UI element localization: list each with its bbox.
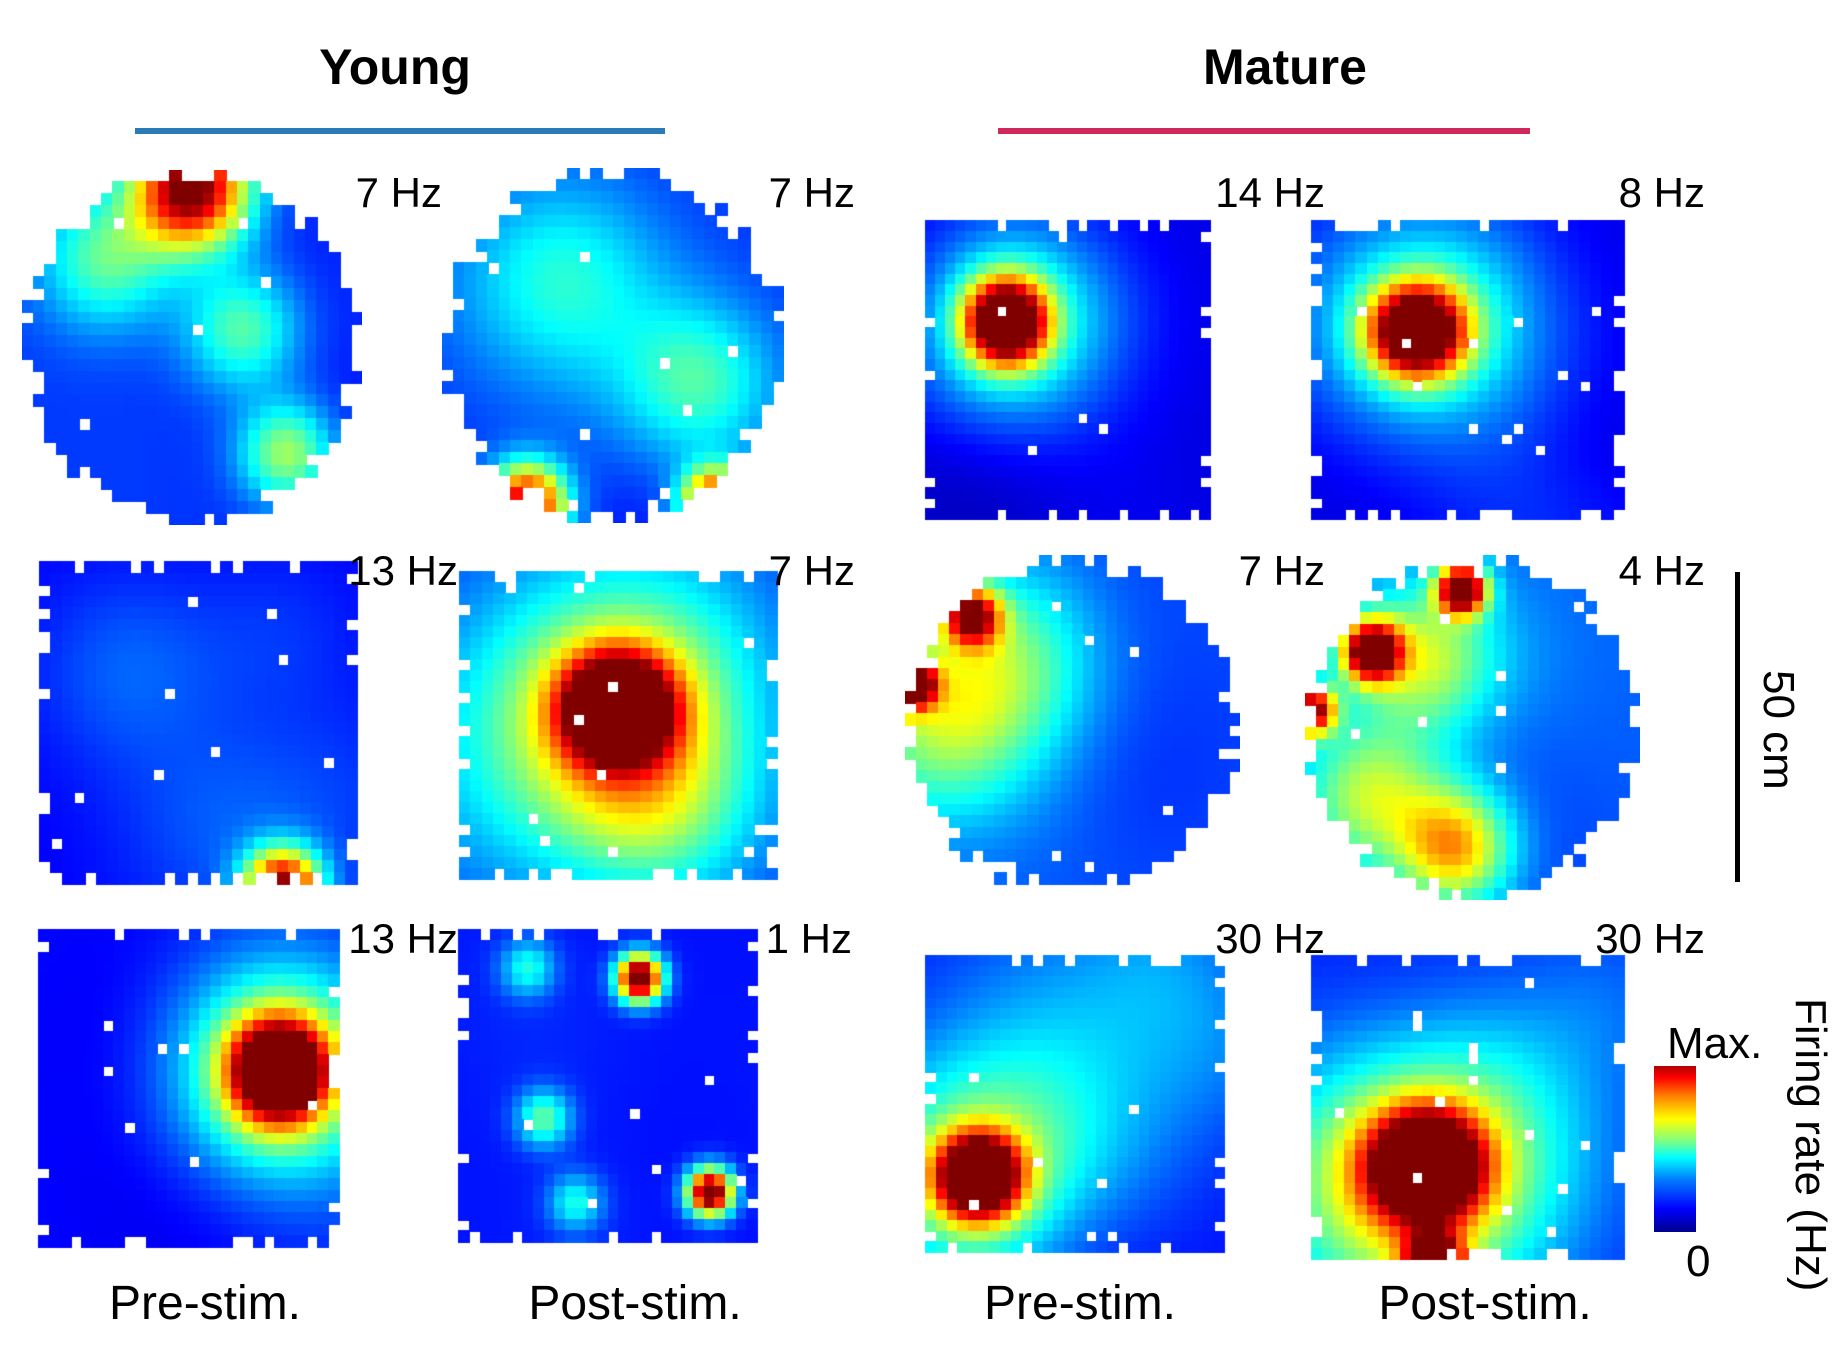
group-title-young: Young — [319, 39, 471, 95]
group-underline-young — [135, 128, 665, 134]
rate-map-3 — [915, 210, 1220, 530]
peak-rate-label: 1 Hz — [765, 915, 852, 962]
rate-map-7 — [905, 555, 1240, 895]
peak-rate-label: 8 Hz — [1618, 169, 1705, 216]
rate-map-11 — [915, 945, 1235, 1263]
rate-map-2 — [442, 168, 784, 523]
rate-map-12 — [1300, 945, 1635, 1270]
colorbar-min-label: 0 — [1686, 1237, 1711, 1286]
group-title-mature: Mature — [1203, 39, 1367, 95]
peak-rate-label: 30 Hz — [1595, 915, 1705, 962]
rate-map-8 — [1305, 555, 1640, 900]
peak-rate-label: 7 Hz — [355, 169, 442, 216]
peak-rate-label: 13 Hz — [348, 915, 458, 962]
peak-rate-label: 30 Hz — [1215, 915, 1325, 962]
peak-rate-label: 7 Hz — [768, 169, 855, 216]
rate-map-10 — [448, 918, 768, 1253]
rate-map-4 — [1300, 210, 1635, 530]
column-label-post-mature: Post-stim. — [1378, 1277, 1592, 1330]
column-label-post-young: Post-stim. — [528, 1277, 742, 1330]
rate-map-6 — [448, 560, 788, 890]
group-underline-mature — [998, 128, 1530, 134]
peak-rate-label: 7 Hz — [768, 547, 855, 594]
colorbar — [1654, 1066, 1696, 1232]
colorbar-max-label: Max. — [1667, 1019, 1763, 1068]
scale-bar-label: 50 cm — [1754, 670, 1803, 790]
peak-rate-label: 14 Hz — [1215, 169, 1325, 216]
colorbar-axis-label: Firing rate (Hz) — [1786, 998, 1835, 1292]
peak-rate-label: 4 Hz — [1618, 547, 1705, 594]
column-label-pre-young: Pre-stim. — [109, 1277, 301, 1330]
rate-map-5 — [28, 550, 368, 895]
rate-map-9 — [28, 918, 350, 1258]
scale-bar — [1735, 572, 1740, 882]
column-label-pre-mature: Pre-stim. — [984, 1277, 1176, 1330]
peak-rate-label: 7 Hz — [1238, 547, 1325, 594]
peak-rate-label: 13 Hz — [348, 547, 458, 594]
rate-map-1 — [22, 170, 362, 525]
